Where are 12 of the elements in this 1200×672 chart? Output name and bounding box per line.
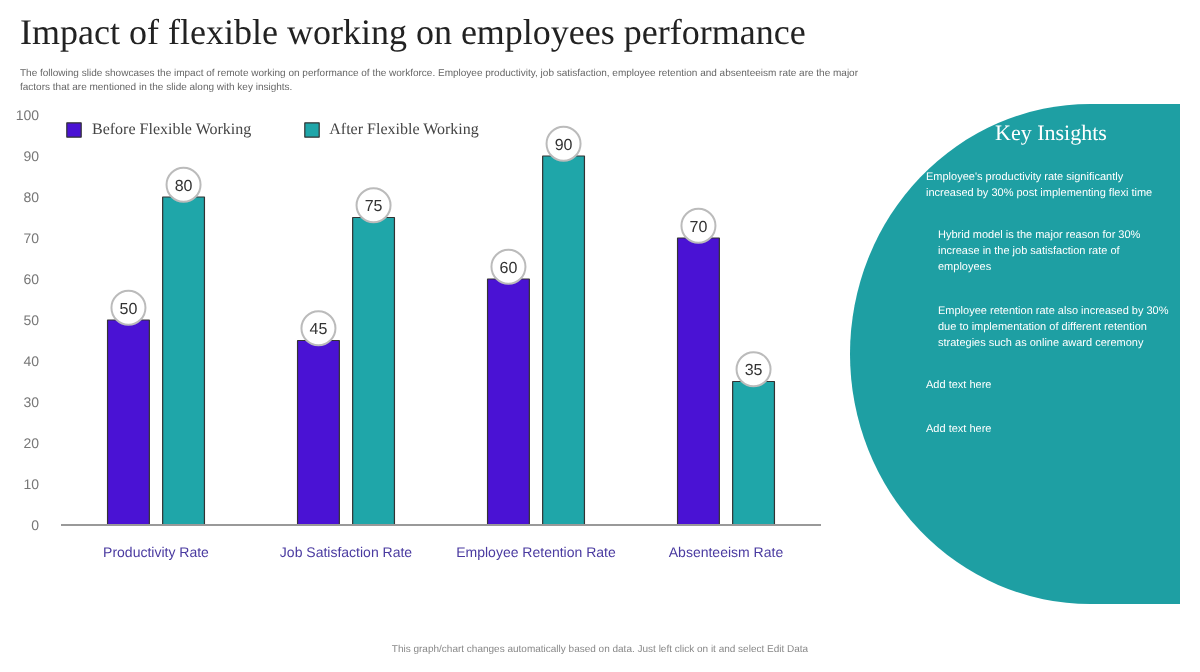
legend-label: After Flexible Working [329,118,479,138]
data-label: 75 [364,197,384,216]
data-label: 80 [174,176,194,195]
data-label: 90 [554,135,574,154]
data-label: 50 [119,299,139,318]
data-label: 60 [499,258,519,277]
text: Key Insights [993,120,1109,150]
data-label: 35 [744,361,764,380]
data-label: 45 [309,320,329,339]
legend-label: Before Flexible Working [92,118,252,138]
data-label: 70 [689,217,709,236]
chart-title: Impact of flexible working on employees performance [20,10,808,56]
